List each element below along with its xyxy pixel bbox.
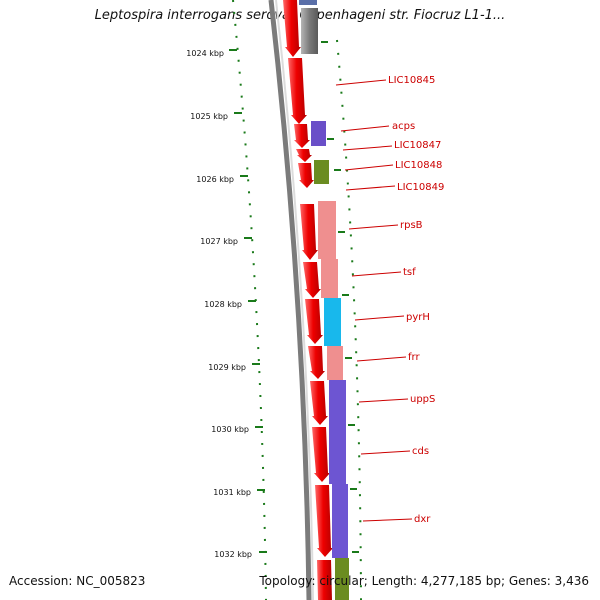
gene-label: cds <box>412 446 429 457</box>
category-block <box>327 346 343 380</box>
forward-cds-track <box>283 0 333 600</box>
track-ticks <box>321 41 359 553</box>
cds-arrow <box>317 560 332 600</box>
leader-line <box>345 185 396 191</box>
gene-label: LIC10847 <box>394 140 441 151</box>
gene-label: frr <box>408 352 420 363</box>
leader-line <box>354 315 405 321</box>
tick-label: 1032 kbp <box>214 550 252 559</box>
gene-labels: LIC10845 acps LIC10847 LIC10848 LIC10849… <box>388 75 444 525</box>
category-block <box>299 0 317 5</box>
cds-arrow <box>308 346 325 379</box>
leader-line <box>356 356 407 362</box>
accession-text: Accession: NC_005823 <box>9 574 146 588</box>
cds-arrow <box>298 163 314 188</box>
tick-label: 1024 kbp <box>186 49 224 58</box>
category-block <box>314 160 329 184</box>
gene-label: uppS <box>410 394 435 405</box>
leader-line <box>335 79 387 86</box>
cds-arrow <box>283 0 301 57</box>
gene-label: tsf <box>403 267 416 278</box>
cds-arrow <box>305 299 323 344</box>
category-block <box>332 484 348 558</box>
category-block <box>301 8 318 54</box>
leader-line <box>342 145 393 151</box>
category-block <box>321 259 338 298</box>
category-block <box>318 201 336 259</box>
leader-line <box>358 398 409 403</box>
cds-arrow <box>310 381 328 425</box>
gene-label: LIC10845 <box>388 75 435 86</box>
leader-line <box>362 518 413 522</box>
tick-label: 1031 kbp <box>213 488 251 497</box>
cds-arrow <box>312 427 330 482</box>
leader-line <box>344 164 394 171</box>
tick-label: 1026 kbp <box>196 175 234 184</box>
tick-label: 1028 kbp <box>204 300 242 309</box>
tick-label: 1027 kbp <box>200 237 238 246</box>
backbone-inner <box>275 0 314 600</box>
leader-line <box>360 450 411 455</box>
category-block <box>311 121 326 146</box>
cds-arrow <box>296 149 312 162</box>
backbone-outer <box>268 0 312 600</box>
tick-label: 1029 kbp <box>208 363 246 372</box>
cds-arrow <box>315 485 333 557</box>
ruler: 1024 kbp 1025 kbp 1026 kbp 1027 kbp 1028… <box>186 49 267 559</box>
cds-arrow <box>300 204 318 260</box>
category-block <box>329 380 346 484</box>
gene-label: rpsB <box>400 220 423 231</box>
category-block <box>335 558 349 600</box>
cds-arrow <box>288 58 307 124</box>
gene-label: LIC10848 <box>395 160 442 171</box>
map-title: Leptospira interrogans serovar Copenhage… <box>94 8 506 23</box>
leader-line <box>351 271 402 277</box>
gene-label: pyrH <box>406 312 430 323</box>
leader-line <box>348 224 399 230</box>
gene-label: acps <box>392 121 415 132</box>
topology-text: Topology: circular; Length: 4,277,185 bp… <box>259 574 589 588</box>
cds-arrow <box>294 124 310 148</box>
leader-line <box>340 125 390 132</box>
tick-label: 1025 kbp <box>190 112 228 121</box>
gene-label: dxr <box>414 514 431 525</box>
gene-label: LIC10849 <box>397 182 444 193</box>
gene-leaders <box>335 79 413 522</box>
cds-arrow <box>303 262 321 298</box>
category-track <box>299 0 349 600</box>
category-block <box>324 298 341 346</box>
tick-label: 1030 kbp <box>211 425 249 434</box>
